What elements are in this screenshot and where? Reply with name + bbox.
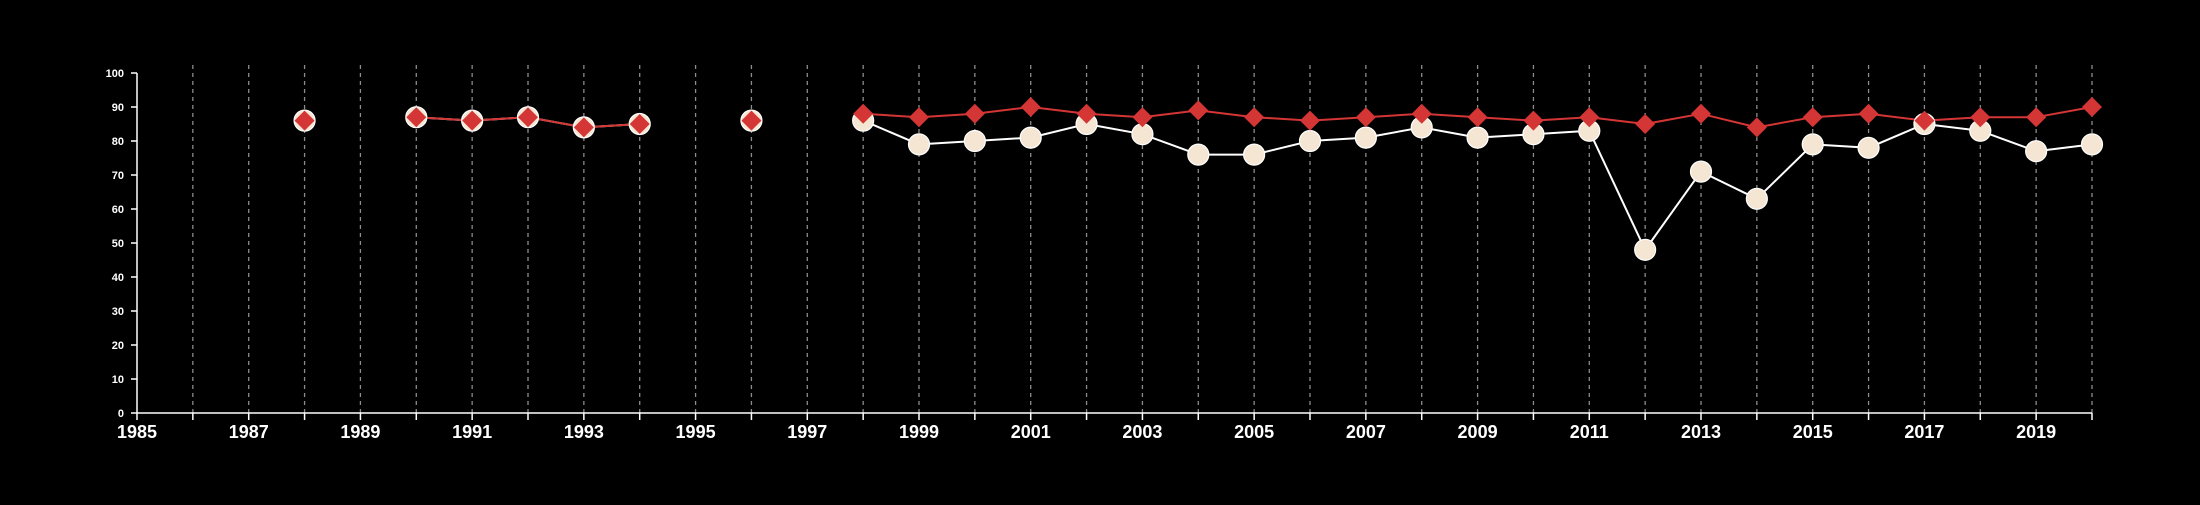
series-1-point [963,129,986,153]
series-markers [293,97,2104,261]
series-2-point [573,117,594,138]
series-2-point [1746,117,1767,138]
x-tick-label: 2001 [1011,422,1051,442]
series-2-point [1244,107,1265,128]
series-2-point [294,110,315,131]
series-2-point [1914,110,1935,131]
x-tick-label: 1993 [564,422,604,442]
x-tick-label: 1995 [676,422,716,442]
x-tick-label: 2003 [1122,422,1162,442]
y-tick-label: 100 [106,68,124,80]
x-tick-label: 2011 [1570,422,1609,442]
x-tick-label: 1987 [229,422,269,442]
series-2-point [1076,103,1097,124]
series-2-point [1300,110,1320,131]
series-1-point [1243,143,1266,166]
series-2-point [629,114,650,134]
series-1-point [1745,187,1768,210]
series-2-point [2026,107,2047,128]
x-tick-label: 1985 [117,422,157,442]
y-tick-label: 40 [112,272,124,284]
x-tick-label: 2017 [1904,422,1944,442]
series-2-point [1188,100,1209,121]
series-2-point [1132,107,1153,128]
series-1-point [1354,126,1377,149]
x-tick-label: 2015 [1793,422,1833,442]
series-2-point [2082,97,2102,117]
x-tick-label: 2009 [1458,422,1498,442]
series-1-point [907,133,931,156]
series-2-point [909,107,929,128]
series-2-point [853,103,874,124]
y-tick-label: 90 [112,102,124,114]
y-tick-label: 60 [112,204,124,216]
x-tick-label: 1999 [899,422,939,442]
x-tick-label: 1989 [340,422,380,442]
series-2-point [964,103,985,124]
series-1-point [1019,126,1042,149]
series-2-point [1691,103,1711,124]
series-1-point [2025,140,2048,163]
y-tick-label: 10 [112,374,124,386]
y-tick-label: 70 [112,170,124,182]
series-2-point [741,110,762,131]
series-2-point [1467,107,1488,128]
series-2-point [406,107,427,128]
y-tick-label: 30 [112,306,124,318]
x-tick-label: 2007 [1346,422,1386,442]
series-1-point [2080,133,2104,156]
series-1-point [1801,133,1824,156]
series-2-point [1523,110,1544,131]
series-2-point [1858,103,1879,124]
y-tick-label: 0 [118,408,124,420]
series-1-point [1857,136,1880,159]
series-2-point [1579,107,1600,128]
series-2-point [1411,103,1432,124]
x-tick-label: 1997 [787,422,827,442]
series-2-point [462,110,483,131]
y-tick-label: 50 [112,238,124,250]
series-1-point [1689,160,1713,183]
series-1-point [1466,126,1489,149]
axes: 0 10 20 30 40 50 60 70 80 90 100 1985 1987 1989 1991 19… [106,68,2093,442]
series-2-point [1355,107,1376,128]
x-tick-label: 2013 [1681,422,1721,442]
series-2-point [518,107,538,128]
series-1-point [1298,129,1322,153]
series-1-point [1187,143,1210,166]
x-tick-label: 2005 [1234,422,1274,442]
x-tick-label: 2019 [2016,422,2056,442]
series-2-point [1970,107,1991,128]
series-2-point [1802,107,1823,128]
y-tick-label: 80 [112,136,124,148]
series-2-point [1020,97,1041,117]
x-tick-label: 1991 [452,422,492,442]
y-tick-label: 20 [112,340,124,352]
series-2-point [1635,114,1656,134]
series-1-point [1634,238,1657,261]
